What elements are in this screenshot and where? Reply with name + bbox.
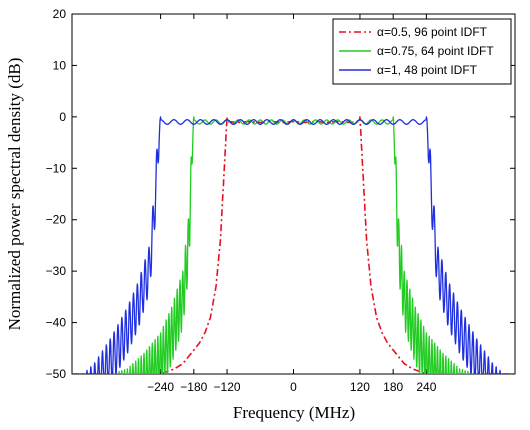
legend-label-1: α=0.5, 96 point IDFT — [377, 25, 488, 39]
x-axis: −240 −180 −120 0 120 180 240 — [147, 14, 437, 394]
x-axis-title: Frequency (MHz) — [233, 403, 355, 422]
series-layer — [72, 116, 515, 374]
y-tick-label: 0 — [59, 110, 66, 124]
x-tick-label: 0 — [290, 380, 297, 394]
x-tick-label: 180 — [383, 380, 403, 394]
y-tick-label: −50 — [46, 367, 67, 381]
y-axis-title: Normalized power spectral density (dB) — [5, 58, 24, 331]
series-line-3 — [72, 116, 515, 374]
x-tick-label: −180 — [180, 380, 207, 394]
y-tick-label: 10 — [53, 58, 67, 72]
y-tick-label: −40 — [46, 316, 67, 330]
legend-label-3: α=1, 48 point IDFT — [377, 63, 478, 77]
x-tick-label: −120 — [214, 380, 241, 394]
y-axis: 20 10 0 −10 −20 −30 −40 −50 — [46, 7, 515, 381]
y-tick-label: −30 — [46, 264, 67, 278]
y-tick-label: 20 — [53, 7, 67, 21]
x-tick-label: 240 — [416, 380, 436, 394]
y-tick-label: −10 — [46, 161, 67, 175]
legend-label-2: α=0.75, 64 point IDFT — [377, 44, 494, 58]
series-line-1 — [72, 116, 515, 374]
x-tick-label: −240 — [147, 380, 174, 394]
x-tick-label: 120 — [350, 380, 370, 394]
legend: α=0.5, 96 point IDFT α=0.75, 64 point IDF… — [332, 18, 512, 85]
y-tick-label: −20 — [46, 213, 67, 227]
